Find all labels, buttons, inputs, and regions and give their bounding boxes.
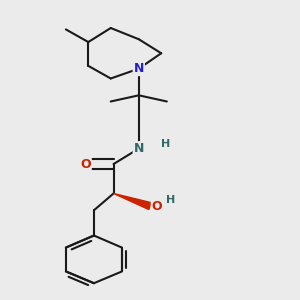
Text: N: N — [134, 142, 144, 155]
Text: O: O — [152, 200, 162, 213]
Text: H: H — [167, 196, 176, 206]
Polygon shape — [113, 194, 151, 209]
Text: O: O — [80, 158, 91, 170]
Text: N: N — [134, 62, 144, 75]
Text: H: H — [161, 139, 170, 149]
